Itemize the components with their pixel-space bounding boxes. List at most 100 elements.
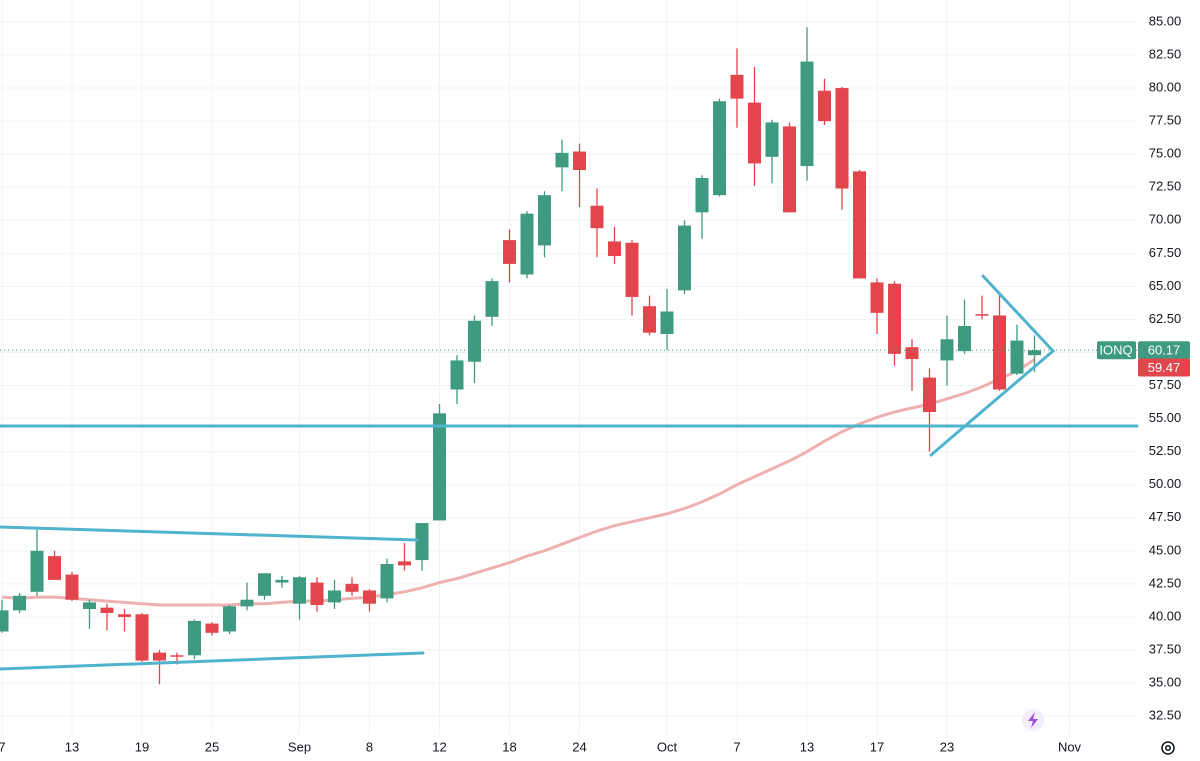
- candle-body: [538, 195, 551, 246]
- x-tick-label: 18: [502, 739, 516, 754]
- y-tick-label: 52.50: [1149, 443, 1182, 458]
- candle-body: [503, 240, 516, 264]
- y-tick-label: 62.50: [1149, 311, 1182, 326]
- x-tick-label: 17: [870, 739, 884, 754]
- y-tick-label: 72.50: [1149, 179, 1182, 194]
- candle-body: [730, 74, 744, 99]
- candle-body: [83, 602, 96, 609]
- candle-body: [713, 101, 726, 196]
- candle-body: [625, 242, 639, 297]
- ma-tag-label: 59.47: [1148, 360, 1181, 375]
- candle-body: [835, 88, 849, 189]
- candle-body: [783, 126, 796, 213]
- triangle-pattern: [929, 274, 1056, 457]
- candle-body: [660, 311, 674, 334]
- x-tick-label: 13: [65, 739, 79, 754]
- x-tick-label: 8: [366, 739, 373, 754]
- candle-body: [118, 614, 131, 617]
- candle-body: [485, 281, 499, 317]
- y-tick-label: 75.00: [1149, 146, 1182, 161]
- candle-body: [0, 610, 9, 632]
- candle-body: [30, 550, 44, 592]
- candle-body: [310, 582, 324, 606]
- trend-line: [0, 651, 425, 671]
- candle-body: [345, 583, 359, 592]
- symbol-label: IONQ: [1099, 343, 1132, 358]
- candle-body: [940, 339, 954, 361]
- candle-body: [748, 102, 761, 164]
- y-tick-label: 65.00: [1149, 278, 1182, 293]
- candle-body: [13, 595, 26, 611]
- candle-body: [923, 377, 936, 412]
- candle-body: [555, 152, 569, 168]
- y-tick-label: 47.50: [1149, 509, 1182, 524]
- candle-body: [153, 652, 166, 661]
- y-tick-label: 57.50: [1149, 377, 1182, 392]
- y-tick-label: 35.00: [1149, 674, 1182, 689]
- candle-body: [275, 579, 289, 583]
- candle-body: [293, 577, 306, 604]
- candle-body: [205, 623, 219, 633]
- candle-body: [135, 614, 149, 661]
- candle-body: [170, 655, 184, 657]
- candle-body: [48, 556, 61, 580]
- ma-tag: [1138, 358, 1190, 377]
- candle-body: [853, 171, 866, 279]
- candle-body: [258, 573, 271, 596]
- candle-body: [1010, 340, 1024, 374]
- x-tick-label: 7: [0, 739, 6, 754]
- candle-body: [975, 314, 989, 316]
- y-tick-label: 80.00: [1149, 79, 1182, 94]
- candle-body: [590, 205, 604, 229]
- gear-outer[interactable]: [1161, 741, 1175, 755]
- grid: 32.50 35.00 37.50 40.00 42.50 45.00 47.50 50.00…: [0, 0, 1181, 754]
- y-tick-label: 37.50: [1149, 641, 1182, 656]
- candle-body: [468, 320, 481, 362]
- price-tags: IONQ 60.17 59.47: [1097, 341, 1190, 377]
- candle-body: [363, 590, 376, 604]
- candle-body: [240, 599, 254, 607]
- x-tick-label: 23: [940, 739, 954, 754]
- x-tick-label: Sep: [288, 739, 311, 754]
- price-tag: [1138, 341, 1190, 360]
- candle-body: [608, 241, 621, 256]
- candle-body: [818, 90, 831, 122]
- y-tick-label: 40.00: [1149, 608, 1182, 623]
- y-tick-label: 85.00: [1149, 13, 1182, 28]
- y-tick-label: 50.00: [1149, 476, 1182, 491]
- y-tick-label: 70.00: [1149, 212, 1182, 227]
- candle-body: [695, 177, 709, 213]
- trend-line: [0, 525, 419, 542]
- moving-average: [1, 358, 1036, 607]
- candle-body: [520, 213, 534, 275]
- x-tick-label: 19: [135, 739, 149, 754]
- candle-body: [65, 574, 79, 600]
- y-tick-label: 55.00: [1149, 410, 1182, 425]
- x-tick-label: Oct: [657, 739, 678, 754]
- y-tick-label: 67.50: [1149, 245, 1182, 260]
- candle-body: [678, 225, 691, 291]
- candle-body: [223, 606, 236, 632]
- settings-icon[interactable]: [1161, 741, 1175, 755]
- candle-body: [100, 607, 114, 613]
- drawings: [0, 274, 1139, 671]
- candle-body: [888, 283, 901, 354]
- x-tick-label: 7: [733, 739, 740, 754]
- candle-body: [573, 151, 586, 171]
- candle-body: [800, 61, 814, 167]
- x-tick-label: 13: [800, 739, 814, 754]
- symbol-tag: [1097, 341, 1136, 360]
- gear-inner[interactable]: [1165, 745, 1171, 751]
- y-tick-label: 82.50: [1149, 46, 1182, 61]
- candle-body: [328, 590, 341, 603]
- y-tick-label: 45.00: [1149, 542, 1182, 557]
- price-tag-label: 60.17: [1148, 343, 1181, 358]
- candle-body: [905, 347, 919, 360]
- candle-body: [958, 326, 971, 352]
- x-tick-label: 25: [205, 739, 219, 754]
- x-tick-label: Nov: [1058, 739, 1082, 754]
- plot: [0, 27, 1137, 685]
- candle-body: [188, 620, 201, 656]
